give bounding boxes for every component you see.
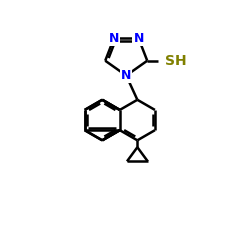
Text: N: N [134, 32, 144, 45]
Text: N: N [121, 69, 132, 82]
Text: N: N [109, 32, 119, 45]
Text: SH: SH [165, 54, 187, 68]
